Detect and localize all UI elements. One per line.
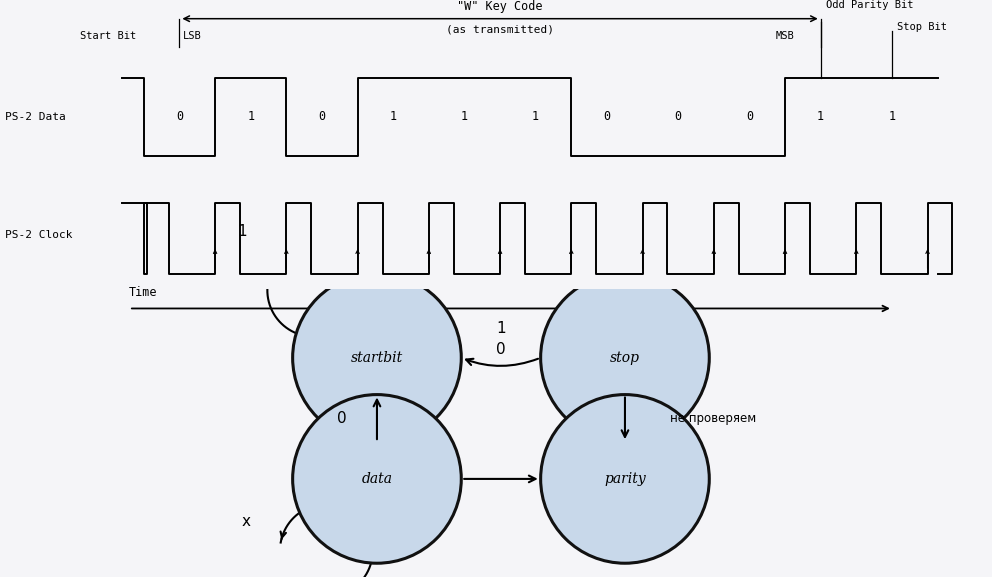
Text: LSB: LSB xyxy=(183,31,201,40)
Text: 1: 1 xyxy=(237,224,247,239)
Text: 1: 1 xyxy=(496,321,506,336)
Text: Time: Time xyxy=(129,286,158,299)
Text: (as transmitted): (as transmitted) xyxy=(446,25,555,35)
Text: Start Bit: Start Bit xyxy=(80,31,136,40)
Text: PS-2 Clock: PS-2 Clock xyxy=(5,230,72,240)
Text: PS-2 Data: PS-2 Data xyxy=(5,112,65,122)
Text: 1: 1 xyxy=(461,110,468,123)
Text: "W" Key Code: "W" Key Code xyxy=(457,0,543,13)
Text: 1: 1 xyxy=(532,110,540,123)
Ellipse shape xyxy=(293,395,461,563)
Text: 0: 0 xyxy=(337,411,347,426)
Text: 0: 0 xyxy=(603,110,610,123)
Text: parity: parity xyxy=(604,472,646,486)
Ellipse shape xyxy=(541,273,709,442)
Ellipse shape xyxy=(293,273,461,442)
Text: 0: 0 xyxy=(496,342,506,357)
Text: 1: 1 xyxy=(817,110,824,123)
Text: не проверяем: не проверяем xyxy=(670,412,756,425)
Text: Odd Parity Bit: Odd Parity Bit xyxy=(825,0,913,10)
Text: 1: 1 xyxy=(888,110,896,123)
Text: 0: 0 xyxy=(318,110,325,123)
Text: MSB: MSB xyxy=(776,31,795,40)
Text: stop: stop xyxy=(610,351,640,365)
Text: Stop Bit: Stop Bit xyxy=(897,22,946,32)
Text: 0: 0 xyxy=(746,110,753,123)
Text: 1: 1 xyxy=(390,110,397,123)
Text: 1: 1 xyxy=(247,110,254,123)
Text: x: x xyxy=(242,514,251,529)
Text: startbit: startbit xyxy=(351,351,403,365)
Ellipse shape xyxy=(541,395,709,563)
Text: 0: 0 xyxy=(176,110,184,123)
Text: data: data xyxy=(361,472,393,486)
Text: 0: 0 xyxy=(675,110,682,123)
